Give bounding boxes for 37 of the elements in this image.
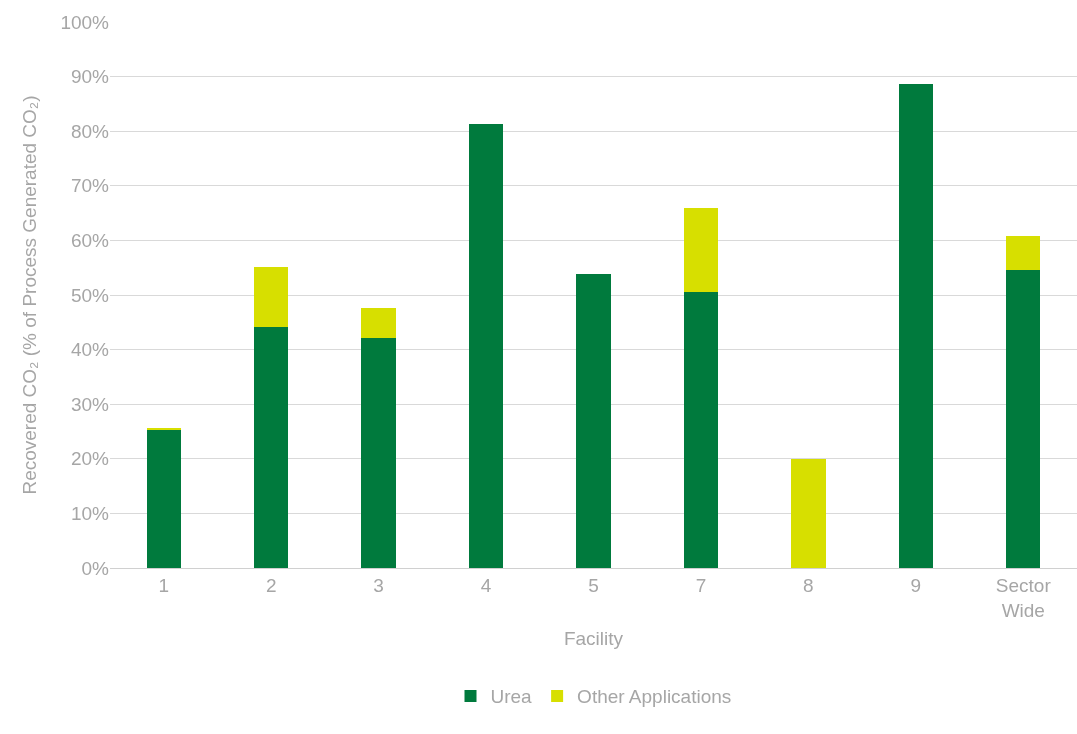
- x-tick-label: 1: [158, 574, 170, 596]
- x-tick-label: 8: [803, 574, 814, 596]
- y-tick-label: 40%: [70, 339, 110, 361]
- y-tick-label: 0%: [81, 557, 110, 579]
- x-axis-title: Facility: [563, 628, 624, 650]
- bar: [1006, 236, 1041, 270]
- y-axis-title: Recovered CO₂ (% of Process Generated CO₂): [19, 95, 41, 495]
- x-tick-label: 5: [588, 574, 599, 596]
- bar: [683, 208, 719, 293]
- x-tick-label: 9: [910, 574, 922, 596]
- x-tick-label: Sector Wide: [995, 574, 1052, 621]
- y-tick-label: 30%: [70, 393, 110, 415]
- y-tick-label: 20%: [70, 448, 110, 470]
- bar: [146, 429, 181, 568]
- x-tick-label: 3: [373, 574, 384, 596]
- y-tick-label: 10%: [70, 503, 110, 525]
- bar: [361, 308, 396, 339]
- bar: [683, 292, 719, 568]
- legend-label: Urea: [490, 686, 533, 708]
- bar: [253, 327, 289, 568]
- y-tick-label: 80%: [70, 120, 110, 142]
- bar: [468, 124, 504, 568]
- bar: [791, 458, 826, 568]
- x-tick-label: 7: [695, 574, 707, 596]
- bar: [898, 84, 934, 568]
- bar: [1006, 269, 1041, 568]
- bar: [253, 267, 289, 328]
- x-tick-label: 4: [480, 574, 492, 596]
- legend-label: Other Applications: [577, 686, 732, 708]
- y-tick-label: 70%: [70, 175, 110, 197]
- y-tick-label: 100%: [60, 11, 110, 33]
- y-tick-label: 60%: [70, 230, 110, 252]
- y-tick-label: 90%: [70, 66, 110, 88]
- x-tick-label: 2: [265, 574, 277, 596]
- bar: [361, 338, 396, 568]
- bar: [576, 274, 611, 568]
- y-tick-label: 50%: [70, 284, 110, 306]
